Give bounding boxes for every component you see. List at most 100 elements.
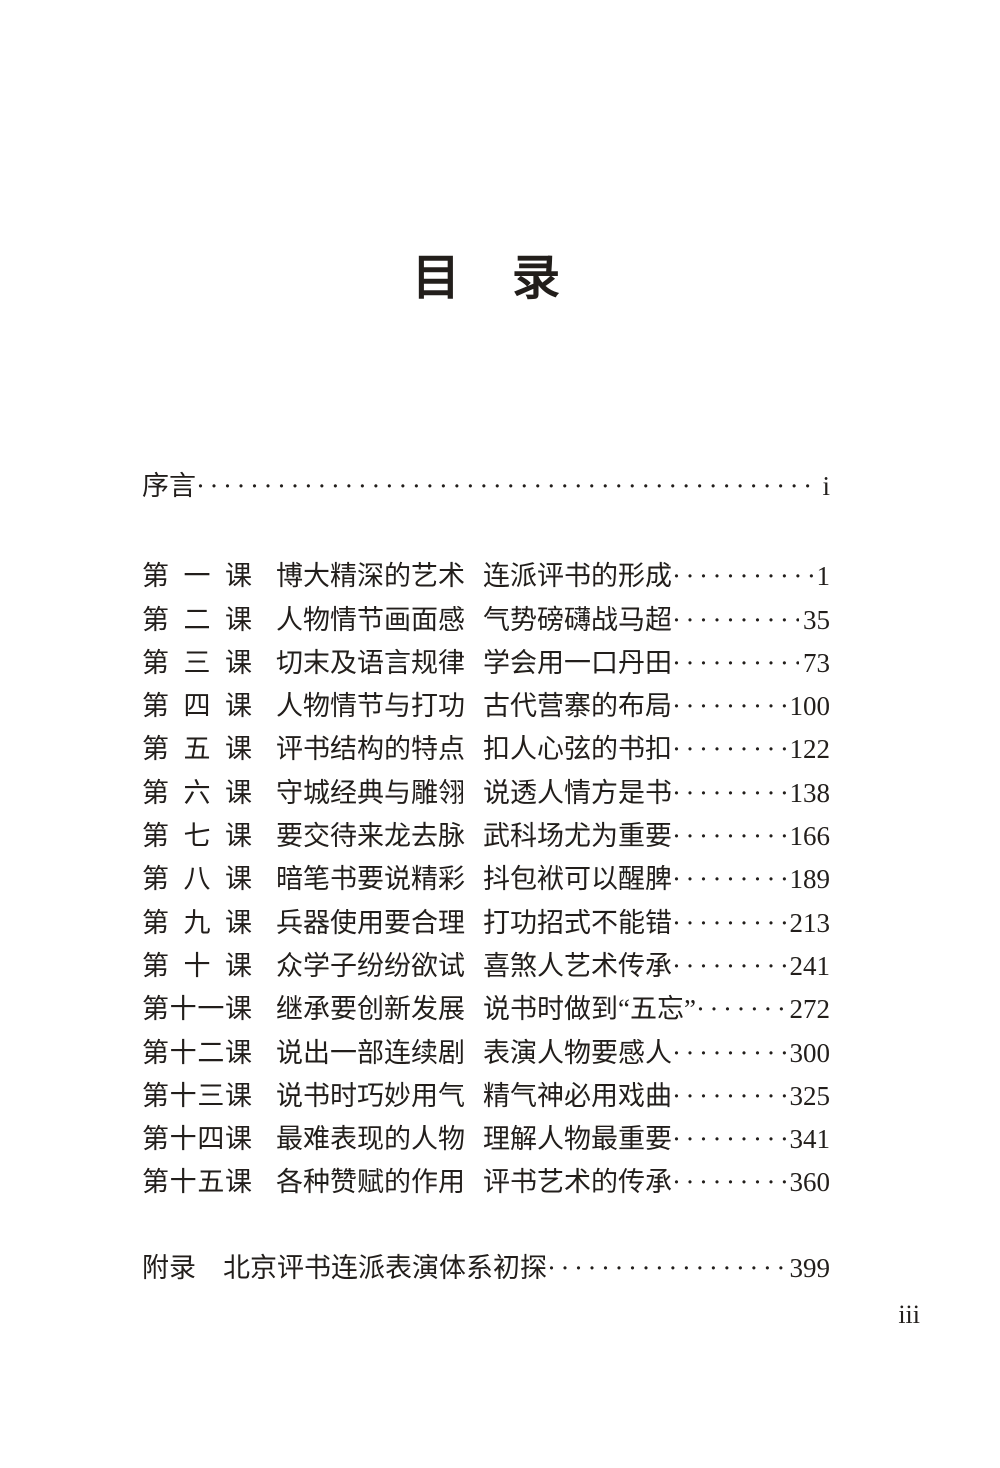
lesson-subtitle-1: 评书结构的特点: [276, 734, 465, 765]
lesson-subtitle-1: 守城经典与雕翎: [276, 777, 465, 808]
lesson-subtitle-1: 切末及语言规律: [276, 647, 465, 678]
lesson-subtitle-1: 博大精深的艺术: [276, 561, 465, 592]
dot-leader: [672, 1161, 786, 1204]
lesson-subtitle-2: 武科场尤为重要: [483, 821, 672, 852]
lesson-subtitle-1: 暗笔书要说精彩: [276, 864, 465, 895]
dot-leader: [672, 945, 786, 988]
lesson-subtitle-1: 人物情节与打功: [276, 691, 465, 722]
dot-leader: [672, 815, 786, 858]
page-title: 目 录: [411, 252, 560, 305]
lesson-subtitle-2: 精气神必用戏曲: [483, 1080, 672, 1111]
lesson-subtitle-2: 表演人物要感人: [483, 1037, 672, 1068]
lesson-page-number: 360: [789, 1167, 831, 1198]
lesson-subtitle-1: 最难表现的人物: [276, 1124, 465, 1155]
lesson-page-number: 325: [789, 1080, 831, 1111]
dot-leader: [696, 988, 786, 1031]
lesson-subtitle-2: 气势磅礴战马超: [483, 604, 672, 635]
lesson-subtitle-1: 各种赞赋的作用: [276, 1167, 465, 1198]
toc-entry: 第十三课 说书时巧妙用气 精气神必用戏曲 325: [142, 1075, 830, 1118]
preface-page-number: i: [822, 471, 830, 501]
lesson-page-number: 122: [789, 734, 831, 765]
dot-leader: [672, 858, 786, 901]
lesson-subtitle-1: 说出一部连续剧: [276, 1037, 465, 1068]
lesson-subtitle-1: 要交待来龙去脉: [276, 821, 465, 852]
lesson-number: 第 十 课: [142, 950, 252, 981]
lesson-subtitle-2: 抖包袱可以醒脾: [483, 864, 672, 895]
lesson-number: 第 四 课: [142, 691, 252, 722]
lesson-subtitle-2: 说书时做到“五忘”: [483, 994, 696, 1025]
lesson-page-number: 213: [789, 907, 831, 938]
dot-leader: [672, 772, 786, 815]
lesson-number: 第十四课: [142, 1124, 252, 1155]
lesson-number: 第 六 课: [142, 777, 252, 808]
lesson-page-number: 300: [789, 1037, 831, 1068]
preface-label: 序言: [142, 471, 196, 501]
lesson-page-number: 166: [789, 821, 831, 852]
toc-entry: 第 四 课 人物情节与打功 古代营寨的布局 100: [142, 685, 830, 728]
lesson-page-number: 73: [803, 647, 830, 678]
toc-content: 目 录 序言 i 第 一 课 博大精深的艺术 连派评书的形成 1 第 二 课 人…: [0, 255, 1000, 1290]
lesson-page-number: 138: [789, 777, 831, 808]
dot-leader: [672, 642, 799, 685]
lesson-subtitle-2: 喜煞人艺术传承: [483, 950, 672, 981]
toc-entry: 第十四课 最难表现的人物 理解人物最重要 341: [142, 1118, 830, 1161]
lesson-subtitle-2: 学会用一口丹田: [483, 647, 672, 678]
lesson-subtitle-2: 打功招式不能错: [483, 907, 672, 938]
toc-entry: 第 一 课 博大精深的艺术 连派评书的形成 1: [142, 555, 830, 598]
toc-entry: 第 六 课 守城经典与雕翎 说透人情方是书 138: [142, 772, 830, 815]
toc-entry: 第十一课 继承要创新发展 说书时做到“五忘” 272: [142, 988, 830, 1031]
lesson-number: 第十二课: [142, 1037, 252, 1068]
lesson-number: 第十三课: [142, 1080, 252, 1111]
lesson-number: 第 七 课: [142, 821, 252, 852]
lesson-number: 第 一 课: [142, 561, 252, 592]
lesson-subtitle-1: 说书时巧妙用气: [276, 1080, 465, 1111]
lesson-number: 第 八 课: [142, 864, 252, 895]
lesson-page-number: 189: [789, 864, 831, 895]
dot-leader: [547, 1247, 786, 1290]
lesson-subtitle-2: 理解人物最重要: [483, 1124, 672, 1155]
toc-entry: 第 五 课 评书结构的特点 扣人心弦的书扣 122: [142, 728, 830, 771]
lesson-page-number: 272: [789, 994, 831, 1025]
dot-leader: [672, 555, 813, 598]
dot-leader: [672, 1118, 786, 1161]
lesson-subtitle-2: 扣人心弦的书扣: [483, 734, 672, 765]
lesson-page-number: 100: [789, 691, 831, 722]
dot-leader: [672, 685, 786, 728]
toc-entry: 第十二课 说出一部连续剧 表演人物要感人 300: [142, 1032, 830, 1075]
toc-entry: 第 九 课 兵器使用要合理 打功招式不能错 213: [142, 902, 830, 945]
toc-entry: 第 三 课 切末及语言规律 学会用一口丹田 73: [142, 642, 830, 685]
lesson-subtitle-2: 说透人情方是书: [483, 777, 672, 808]
appendix-page-number: 399: [789, 1252, 831, 1283]
lesson-number: 第 五 课: [142, 734, 252, 765]
dot-leader: [196, 465, 818, 508]
dot-leader: [672, 1032, 786, 1075]
lesson-subtitle-1: 人物情节画面感: [276, 604, 465, 635]
preface-entry: 序言 i: [142, 465, 830, 508]
dot-leader: [672, 599, 799, 642]
lesson-page-number: 35: [803, 604, 830, 635]
lesson-number: 第 三 课: [142, 647, 252, 678]
lesson-page-number: 1: [816, 561, 831, 592]
toc-entry: 第 二 课 人物情节画面感 气势磅礴战马超 35: [142, 599, 830, 642]
toc-entry: 第十五课 各种赞赋的作用 评书艺术的传承 360: [142, 1161, 830, 1204]
lesson-number: 第十五课: [142, 1167, 252, 1198]
lesson-number: 第十一课: [142, 994, 252, 1025]
folio-page-number: iii: [898, 1300, 920, 1329]
appendix-entry: 附录 北京评书连派表演体系初探 399: [142, 1247, 830, 1290]
appendix-title: 北京评书连派表演体系初探: [223, 1252, 547, 1283]
toc-entry: 第 十 课 众学子纷纷欲试 喜煞人艺术传承 241: [142, 945, 830, 988]
appendix-label: 附录: [142, 1252, 196, 1283]
lesson-list: 第 一 课 博大精深的艺术 连派评书的形成 1 第 二 课 人物情节画面感 气势…: [142, 555, 830, 1204]
lesson-subtitle-2: 古代营寨的布局: [483, 691, 672, 722]
lesson-number: 第 二 课: [142, 604, 252, 635]
lesson-subtitle-2: 评书艺术的传承: [483, 1167, 672, 1198]
lesson-page-number: 241: [789, 950, 831, 981]
dot-leader: [672, 728, 786, 771]
lesson-number: 第 九 课: [142, 907, 252, 938]
lesson-page-number: 341: [789, 1124, 831, 1155]
dot-leader: [672, 1075, 786, 1118]
lesson-subtitle-1: 继承要创新发展: [276, 994, 465, 1025]
toc-entry: 第 八 课 暗笔书要说精彩 抖包袱可以醒脾 189: [142, 858, 830, 901]
lesson-subtitle-2: 连派评书的形成: [483, 561, 672, 592]
